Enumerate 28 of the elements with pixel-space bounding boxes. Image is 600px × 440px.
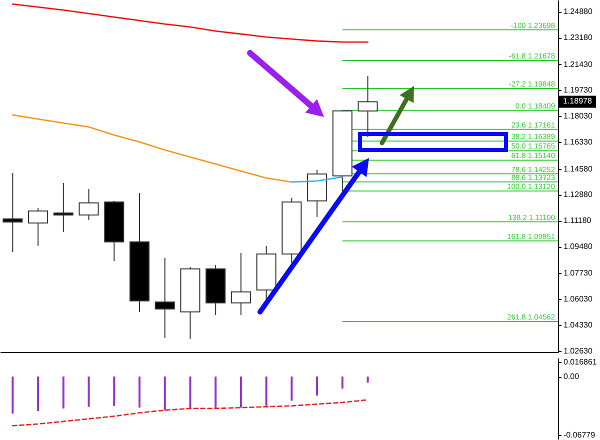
annotation: 1.18978	[563, 96, 592, 106]
candlestick	[230, 252, 251, 316]
y-tick-label: 1.11180	[564, 216, 592, 226]
y-tick-label: 1.16330	[564, 138, 593, 147]
y-tick-label: 1.23180	[564, 33, 593, 42]
y-tick-label: 1.12880	[564, 190, 593, 200]
y-tick-label: 1.24880	[564, 7, 593, 16]
candlestick	[78, 188, 99, 220]
y-tick-label: 0.016861	[564, 358, 598, 366]
line-series	[12, 114, 292, 183]
candlestick	[28, 207, 48, 246]
y-tick-label: 1.21430	[564, 60, 593, 69]
y-tick-label: 1.06030	[564, 294, 593, 304]
candlestick	[154, 257, 175, 338]
line-series	[12, 399, 368, 426]
y-tick-label: 1.04330	[564, 320, 593, 330]
candlestick	[2, 172, 23, 252]
y-tick-label: 1.19730	[564, 86, 593, 95]
y-tick-label: 1.02630	[564, 346, 593, 356]
y-tick-label: 1.14580	[564, 164, 593, 174]
candlestick	[358, 76, 378, 138]
candlestick	[53, 182, 74, 233]
y-tick-label: 1.07730	[564, 268, 593, 278]
y-tick-label: 0.00	[564, 372, 580, 382]
line-series	[12, 3, 368, 43]
y-tick-label: 1.09480	[564, 242, 593, 252]
y-tick-label: -0.06779	[564, 430, 596, 440]
y-tick-label: 1.18030	[564, 112, 593, 121]
